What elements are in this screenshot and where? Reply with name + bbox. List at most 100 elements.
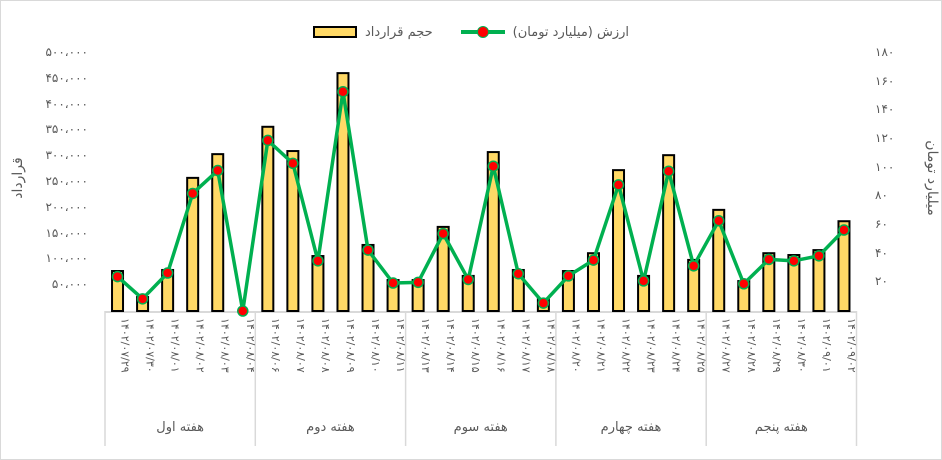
right-axis-tick: ۶۰ <box>875 217 888 231</box>
x-tick-label: ۱۴۰۲/۰۷/۳۰ <box>144 318 157 373</box>
line-marker <box>211 164 224 177</box>
line-marker <box>712 214 725 227</box>
week-group-label: هفته سوم <box>453 420 508 435</box>
bar <box>712 208 726 312</box>
x-tick-label: ۱۴۰۲/۰۸/۰۷ <box>294 318 307 373</box>
x-tick-label: ۱۴۰۲/۰۸/۰۶ <box>269 318 282 373</box>
line-marker <box>687 260 700 272</box>
right-axis-tick: ۴۰ <box>875 245 888 260</box>
line-marker <box>512 267 525 280</box>
x-tick-label: ۱۴۰۲/۰۸/۳۰ <box>795 318 808 373</box>
line-marker <box>287 157 299 170</box>
right-axis-tick: ۱۶۰ <box>875 73 895 88</box>
left-axis-tick: ۱۵۰،۰۰۰ <box>45 225 88 240</box>
x-tick-label: ۱۴۰۲/۰۸/۱۸ <box>544 318 557 373</box>
x-tick-label: ۱۴۰۲/۰۸/۰۹ <box>344 318 357 373</box>
bar <box>662 154 676 312</box>
line-marker <box>387 277 399 289</box>
x-tick-label: ۱۴۰۲/۰۸/۲۰ <box>569 318 582 373</box>
x-tick-label: ۱۴۰۲/۰۸/۱۱ <box>394 318 407 373</box>
right-axis-tick: ۱۴۰ <box>875 102 895 117</box>
line-marker <box>637 275 650 287</box>
week-group-label: هفته چهارم <box>600 420 662 435</box>
bar <box>586 252 600 312</box>
bar <box>762 252 776 312</box>
left-axis-tick: ۵۰،۰۰۰ <box>51 277 88 292</box>
week-group-label: هفته دوم <box>306 420 355 435</box>
left-axis-tick: ۴۰۰،۰۰۰ <box>45 96 88 111</box>
bar <box>612 169 626 312</box>
line-marker <box>612 179 625 191</box>
x-tick-label: ۱۴۰۲/۰۸/۲۱ <box>594 318 607 373</box>
line-marker <box>337 85 349 98</box>
value-line <box>116 89 846 313</box>
x-tick-label: ۱۴۰۲/۰۸/۰۴ <box>244 318 257 373</box>
line-marker <box>788 255 800 267</box>
x-tick-label: ۱۴۰۲/۰۸/۲۴ <box>670 318 683 373</box>
bar <box>211 153 225 312</box>
left-axis-tick: ۲۵۰،۰۰۰ <box>45 174 88 188</box>
line-marker <box>587 254 600 266</box>
line-marker <box>312 255 324 267</box>
week-group-label: هفته پنجم <box>754 420 808 435</box>
bar <box>186 176 200 312</box>
left-axis-tick: ۴۵۰،۰۰۰ <box>45 70 88 85</box>
right-axis-tick: ۸۰ <box>875 188 888 203</box>
week-group-label: هفته اول <box>156 420 205 435</box>
bar <box>286 150 300 312</box>
legend: ارزش (میلیارد تومان) حجم قرارداد <box>0 20 942 44</box>
x-tick-label: ۱۴۰۲/۰۹/۰۱ <box>820 318 833 373</box>
line-marker <box>412 276 424 289</box>
right-axis-tick: ۲۰ <box>875 274 888 289</box>
x-tick-label: ۱۴۰۲/۰۷/۲۹ <box>119 318 132 373</box>
line-marker <box>362 244 374 256</box>
x-tick-label: ۱۴۰۲/۰۸/۱۴ <box>444 318 457 373</box>
x-tick-label: ۱۴۰۲/۰۸/۲۳ <box>645 318 658 373</box>
line-marker <box>537 297 550 309</box>
left-axis-tick: ۳۵۰،۰۰۰ <box>45 122 88 137</box>
bar <box>436 225 450 312</box>
right-axis-tick: ۱۲۰ <box>875 131 895 145</box>
line-marker <box>136 293 149 305</box>
x-tick-label: ۱۴۰۲/۰۸/۰۱ <box>169 318 182 373</box>
legend-line-label: ارزش (میلیارد تومان) <box>512 24 630 40</box>
x-tick-label: ۱۴۰۲/۰۸/۱۳ <box>419 318 432 373</box>
legend-item-line: ارزش (میلیارد تومان) <box>460 24 630 40</box>
legend-line-marker-icon <box>460 25 505 39</box>
line-marker <box>738 278 750 290</box>
line-marker <box>161 267 174 279</box>
x-tick-label: ۱۴۰۲/۰۹/۰۲ <box>845 318 858 373</box>
x-tick-label: ۱۴۰۲/۰۸/۰۲ <box>194 318 207 373</box>
line-marker <box>262 134 274 147</box>
x-tick-label: ۱۴۰۲/۰۸/۱۶ <box>494 318 507 373</box>
line-marker <box>237 305 249 317</box>
right-axis-tick: ۱۰۰ <box>875 159 895 174</box>
x-tick-label: ۱۴۰۲/۰۸/۱۷ <box>519 318 532 373</box>
x-tick-label: ۱۴۰۲/۰۸/۲۹ <box>770 318 783 373</box>
bar <box>336 72 350 313</box>
line-marker <box>662 165 675 177</box>
x-tick-label: ۱۴۰۲/۰۸/۱۰ <box>369 318 382 373</box>
bar <box>837 220 851 312</box>
x-tick-label: ۱۴۰۲/۰۸/۰۸ <box>319 318 332 373</box>
bar <box>787 254 801 313</box>
legend-bars-label: حجم قرارداد <box>364 24 433 40</box>
line-marker <box>562 270 575 282</box>
bar <box>261 125 275 313</box>
left-axis-tick: ۱۰۰،۰۰۰ <box>45 251 88 266</box>
x-tick-label: ۱۴۰۲/۰۸/۱۵ <box>469 318 482 373</box>
left-axis-tick: ۳۰۰،۰۰۰ <box>45 148 88 163</box>
line-marker <box>186 187 199 200</box>
x-tick-label: ۱۴۰۲/۰۸/۲۵ <box>695 318 708 373</box>
x-tick-label: ۱۴۰۲/۰۸/۲۲ <box>620 318 633 373</box>
left-axis-tick: ۲۰۰،۰۰۰ <box>45 199 88 214</box>
x-tick-label: ۱۴۰۲/۰۸/۰۳ <box>219 318 232 373</box>
line-marker <box>111 270 124 283</box>
x-tick-label: ۱۴۰۲/۰۸/۲۸ <box>745 318 758 373</box>
x-tick-label: ۱۴۰۲/۰۸/۲۷ <box>720 318 733 373</box>
left-axis-tick: ۵۰۰،۰۰۰ <box>45 45 88 59</box>
line-marker <box>763 253 775 266</box>
line-marker <box>838 224 850 236</box>
